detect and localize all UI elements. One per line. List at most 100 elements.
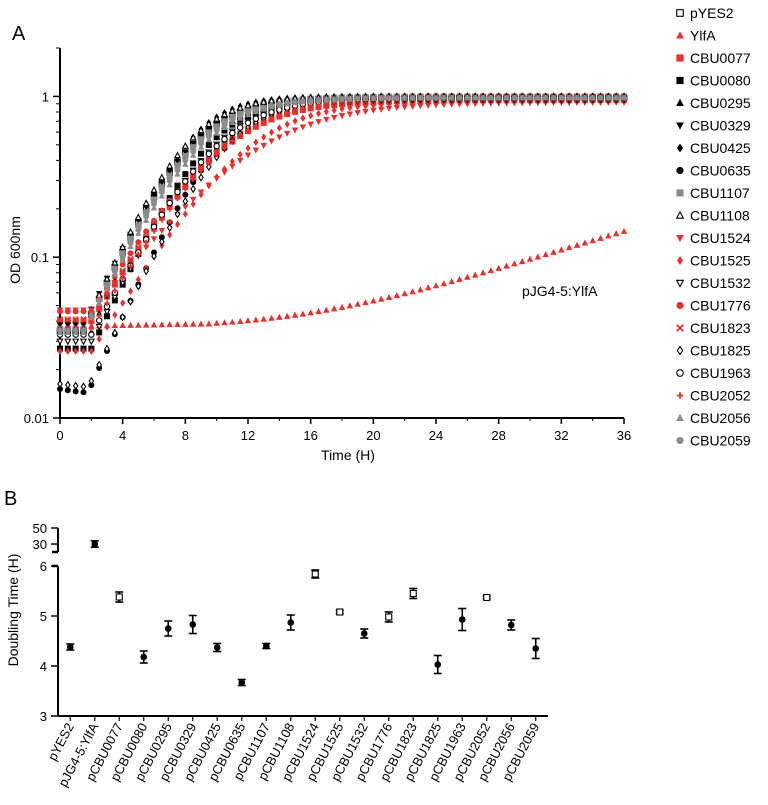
mean-point (311, 570, 319, 578)
legend-label: CBU1524 (690, 230, 751, 246)
data-point (182, 178, 189, 185)
data-point (197, 143, 205, 150)
data-point (198, 173, 204, 182)
data-point (276, 112, 283, 118)
data-point (88, 312, 95, 319)
data-point (135, 251, 142, 257)
x-tick-label: 4 (119, 428, 126, 443)
legend-marker (676, 143, 684, 153)
data-point (228, 106, 236, 114)
data-point (432, 282, 440, 289)
data-point (503, 262, 510, 269)
data-point (534, 94, 541, 101)
mean-point (458, 616, 466, 623)
data-point (409, 94, 416, 101)
data-point (150, 185, 158, 193)
data-point (205, 120, 213, 127)
data-point (127, 243, 134, 250)
data-point (550, 94, 557, 101)
data-point (362, 102, 369, 110)
legend-label: CBU0295 (690, 95, 751, 111)
data-point (252, 115, 260, 122)
data-point (268, 128, 275, 137)
data-point (150, 236, 158, 243)
legend-label: CBU2059 (690, 433, 751, 449)
legend-label: CBU1825 (690, 343, 751, 359)
data-point (393, 95, 400, 102)
data-point (511, 260, 518, 267)
series-CBU2059 (56, 94, 627, 334)
data-point (276, 101, 283, 108)
data-point (143, 213, 150, 220)
data-point (362, 108, 369, 115)
data-point (166, 219, 173, 226)
data-point (597, 94, 604, 101)
data-point (518, 257, 526, 265)
data-point (425, 94, 432, 101)
mean-point (66, 643, 74, 651)
data-point (268, 138, 275, 145)
data-point (64, 338, 72, 346)
x-tick-label: 12 (241, 428, 255, 443)
data-point (370, 297, 377, 304)
data-point (331, 96, 338, 103)
data-point (88, 347, 94, 356)
data-point (299, 310, 307, 317)
data-point (88, 325, 95, 332)
data-point (111, 279, 119, 287)
legend-label: CBU2056 (690, 410, 751, 426)
data-point (291, 99, 298, 106)
mean-point (91, 540, 99, 548)
data-point (80, 347, 87, 356)
legend-label: CBU1823 (690, 320, 751, 336)
legend-label: CBU1108 (690, 208, 750, 224)
legend-marker (675, 210, 685, 219)
data-point (88, 376, 95, 386)
y-axis-title: OD 600nm (7, 216, 23, 284)
legend-marker (676, 189, 684, 197)
data-point (214, 173, 220, 181)
data-point (198, 150, 205, 157)
legend-marker (676, 324, 684, 332)
data-point (104, 300, 110, 306)
data-point (72, 338, 80, 346)
data-point (252, 99, 260, 107)
legend-marker (676, 235, 684, 243)
data-point (126, 227, 135, 235)
x-tick-label: 28 (491, 428, 505, 443)
data-point (252, 147, 260, 154)
data-point (72, 316, 80, 323)
data-point (182, 160, 189, 167)
data-point (307, 97, 314, 104)
data-point (417, 94, 424, 101)
panel-b-doubling-time: Doubling Time (H) 34563050pYES2pJG4-5:Yl… (5, 521, 548, 789)
data-point (151, 217, 158, 224)
legend-marker (676, 392, 684, 399)
legend-marker (676, 345, 684, 356)
legend-marker (676, 122, 684, 130)
data-point (307, 121, 314, 128)
data-point (229, 157, 235, 166)
data-point (87, 338, 95, 346)
data-point (542, 251, 549, 258)
y-tick-label-b: 6 (40, 559, 47, 574)
data-point (613, 94, 620, 101)
data-point (197, 126, 205, 134)
data-point (65, 347, 71, 356)
data-point (65, 380, 71, 390)
data-point (362, 95, 369, 102)
data-point (267, 96, 276, 104)
data-point (370, 101, 376, 109)
data-point (189, 168, 197, 175)
data-point (315, 109, 322, 118)
data-point (354, 95, 361, 102)
series-CBU1524 (56, 99, 628, 314)
series-CBU0425 (57, 92, 627, 337)
data-point (315, 102, 322, 108)
data-point (111, 258, 119, 266)
series-CBU0635 (56, 95, 627, 396)
data-point (612, 230, 620, 237)
data-point (150, 204, 158, 211)
x-tick-label: 20 (366, 428, 380, 443)
data-point (135, 239, 142, 246)
